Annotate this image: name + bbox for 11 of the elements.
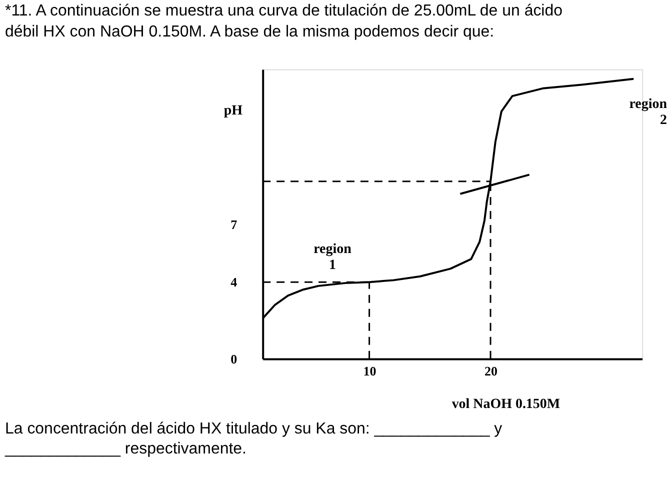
- annotation: region 1: [314, 242, 352, 273]
- y-tick-label: 7: [230, 217, 238, 232]
- y-tick-label: 4: [230, 274, 238, 290]
- chart-title: *11. A continuación se muestra una curva de titulación de 25.00mL de un ácido débil HX con NaOH 0.150M. A base de la misma podemos decir que:: [4, 2, 563, 40]
- y-tick-label: 0: [230, 351, 238, 366]
- text: La concentración del ácido HX titulado y su Ka son: _____________ y _____________ respectivamente.: [4, 420, 502, 458]
- annotation: region 2: [629, 97, 668, 128]
- x-tick-label: 10: [363, 363, 376, 378]
- x-tick-label: 20: [484, 363, 498, 378]
- x-axis-title: vol NaOH 0.150M: [452, 397, 560, 412]
- y-axis-title: pH: [224, 104, 243, 119]
